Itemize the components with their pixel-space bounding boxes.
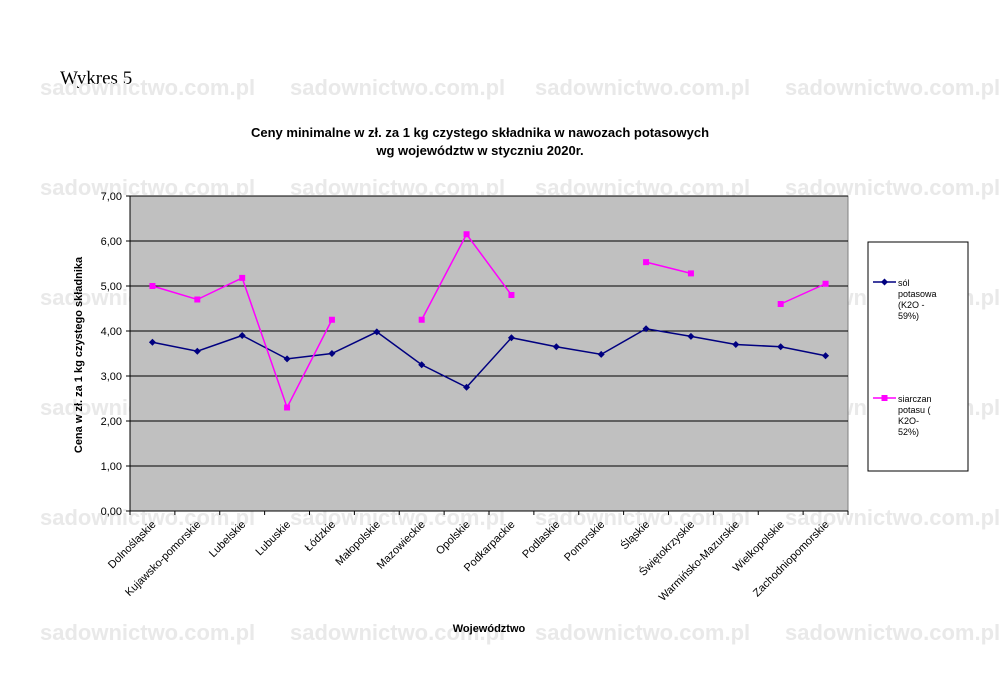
y-tick-label: 7,00 — [101, 191, 122, 203]
data-point — [822, 280, 829, 287]
watermark-text: sadownictwo.com.pl — [535, 75, 750, 100]
legend-label: (K2O - — [898, 300, 925, 310]
watermark-text: sadownictwo.com.pl — [40, 75, 255, 100]
data-point — [148, 338, 156, 346]
legend-marker — [881, 395, 888, 401]
data-point — [643, 259, 650, 266]
plot-area — [129, 195, 849, 512]
x-axis-label: Województwo — [453, 623, 526, 635]
data-point — [418, 316, 425, 323]
y-tick-label: 0,00 — [101, 506, 122, 518]
data-point — [283, 355, 291, 363]
series-1 — [148, 325, 830, 391]
legend-label: 59%) — [898, 311, 919, 321]
data-point — [418, 361, 426, 369]
data-point — [732, 341, 740, 348]
x-tick-label: Zachodniopomorskie — [751, 519, 832, 600]
x-tick-label: Warmińsko-Mazurskie — [657, 519, 742, 604]
series-line — [645, 261, 692, 275]
data-point — [507, 334, 515, 342]
watermark-text: sadownictwo.com.pl — [290, 75, 505, 100]
data-point — [777, 301, 784, 307]
x-tick-label: Kujawsko-pomorskie — [123, 519, 203, 599]
chart-title-line-2: wg województw w styczniu 2020r. — [375, 143, 583, 158]
data-point — [822, 352, 830, 360]
data-point — [328, 350, 336, 357]
data-point — [193, 347, 201, 355]
legend-label: sól — [898, 278, 910, 288]
data-point — [373, 328, 381, 336]
data-point — [552, 343, 560, 351]
y-axis: 0,00 1,00 2,00 3,00 4,00 5,00 6,00 7,00 — [101, 191, 131, 518]
legend-label: potasu ( — [898, 405, 931, 415]
legend-label: potasowa — [898, 289, 937, 299]
legend-label: 52%) — [898, 427, 919, 437]
data-point — [149, 283, 156, 289]
y-tick-label: 1,00 — [101, 461, 122, 473]
data-point — [642, 325, 650, 333]
series-2 — [149, 231, 829, 411]
data-point — [238, 332, 246, 339]
series-layer — [148, 231, 830, 411]
y-tick-label: 4,00 — [101, 326, 122, 338]
document-heading: Wykres 5 — [60, 68, 133, 89]
data-point — [194, 296, 201, 303]
data-point — [284, 404, 291, 411]
series-line — [780, 283, 826, 305]
data-point — [508, 292, 515, 298]
y-tick-label: 5,00 — [101, 281, 122, 293]
y-tick-label: 3,00 — [101, 371, 122, 383]
watermark-text: sadownictwo.com.pl — [785, 620, 1000, 645]
y-axis-label: Cena w zł. za 1 kg czystego składnika — [73, 256, 85, 453]
y-tick-label: 2,00 — [101, 416, 122, 428]
legend-label: K2O- — [898, 416, 919, 426]
y-tick-label: 6,00 — [101, 236, 122, 248]
data-point — [687, 332, 695, 340]
x-tick-label: Lubuskie — [254, 519, 294, 559]
data-point — [328, 316, 335, 323]
data-point — [597, 350, 605, 358]
watermark-text: sadownictwo.com.pl — [40, 620, 255, 645]
data-point — [777, 343, 785, 351]
watermark-text: sadownictwo.com.pl — [535, 620, 750, 645]
plot-background — [129, 195, 849, 512]
data-point — [239, 274, 246, 281]
series-line — [152, 327, 826, 389]
data-point — [463, 383, 471, 391]
legend-marker — [881, 278, 888, 286]
legend-label: siarczan — [898, 394, 932, 404]
watermark-text: sadownictwo.com.pl — [290, 620, 505, 645]
watermark-text: sadownictwo.com.pl — [785, 75, 1000, 100]
chart-title-line-1: Ceny minimalne w zł. za 1 kg czystego sk… — [251, 125, 709, 140]
data-point — [687, 270, 694, 277]
data-point — [463, 231, 470, 238]
